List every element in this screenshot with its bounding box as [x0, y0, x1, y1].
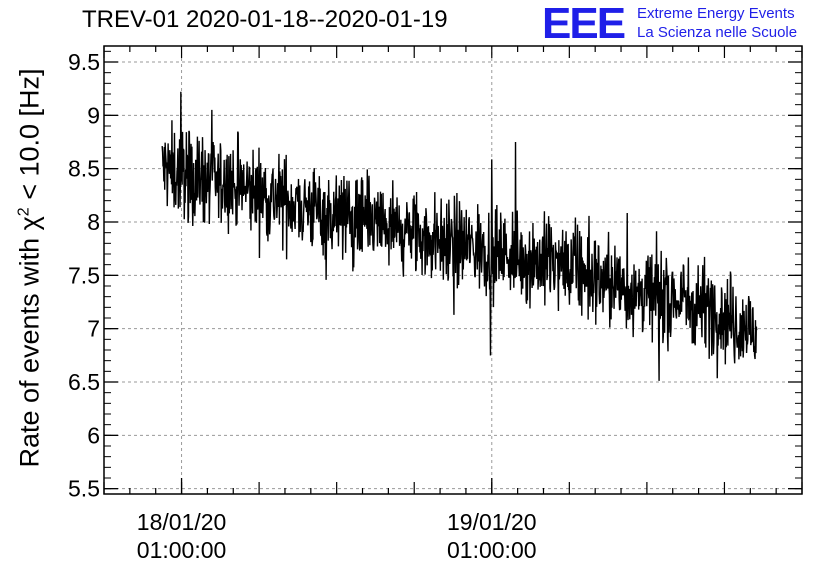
y-tick-label: 8.5 — [68, 156, 100, 182]
y-tick-label: 7 — [87, 316, 100, 342]
x-tick-label-time: 01:00:00 — [447, 537, 537, 563]
chart-title: TREV-01 2020-01-18--2020-01-19 — [82, 6, 448, 33]
y-tick-label: 8 — [87, 209, 100, 235]
plot-frame — [103, 45, 803, 495]
x-tick-label-time: 01:00:00 — [137, 537, 227, 563]
logo-caption-line2: La Scienza nelle Scuole — [637, 24, 798, 41]
logo-caption: Extreme Energy Events La Scienza nelle S… — [637, 4, 797, 42]
y-tick-label: 5.5 — [68, 476, 100, 502]
logo-caption-line1: Extreme Energy Events — [637, 5, 795, 22]
eee-logo: EEE — [542, 0, 626, 48]
rate-series-line — [161, 91, 758, 381]
x-tick-label-date: 19/01/20 — [447, 509, 537, 535]
y-tick-label: 6 — [87, 422, 100, 448]
y-tick-label: 9.5 — [68, 49, 100, 75]
y-tick-label: 6.5 — [68, 369, 100, 395]
x-tick-label-date: 18/01/20 — [137, 509, 227, 535]
y-tick-label: 7.5 — [68, 262, 100, 288]
y-tick-label: 9 — [87, 102, 100, 128]
